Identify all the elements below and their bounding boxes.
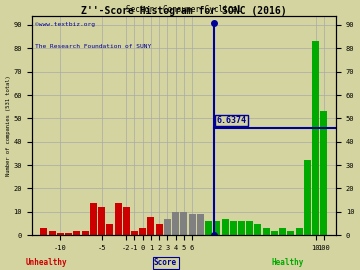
Text: Score: Score <box>154 258 177 267</box>
Y-axis label: Number of companies (531 total): Number of companies (531 total) <box>5 75 10 176</box>
Bar <box>180 212 188 235</box>
Bar <box>271 231 278 235</box>
Bar <box>65 233 72 235</box>
Bar <box>114 202 122 235</box>
Text: ©www.textbiz.org: ©www.textbiz.org <box>35 22 95 27</box>
Bar <box>82 231 89 235</box>
Text: The Research Foundation of SUNY: The Research Foundation of SUNY <box>35 44 151 49</box>
Bar <box>172 212 179 235</box>
Bar <box>312 41 319 235</box>
Bar <box>304 160 311 235</box>
Bar <box>123 207 130 235</box>
Bar <box>230 221 237 235</box>
Bar <box>73 231 80 235</box>
Bar <box>57 233 64 235</box>
Bar <box>49 231 56 235</box>
Bar <box>90 202 97 235</box>
Bar <box>255 224 261 235</box>
Bar <box>40 228 48 235</box>
Bar <box>238 221 245 235</box>
Bar <box>189 214 195 235</box>
Bar <box>296 228 303 235</box>
Bar <box>221 219 229 235</box>
Bar <box>279 228 286 235</box>
Bar <box>131 231 138 235</box>
Text: 6.6374: 6.6374 <box>216 116 246 125</box>
Bar <box>320 112 327 235</box>
Bar <box>156 224 163 235</box>
Text: Unhealthy: Unhealthy <box>26 258 68 267</box>
Bar <box>98 207 105 235</box>
Bar <box>139 228 146 235</box>
Bar <box>205 221 212 235</box>
Text: Sector: Consumer Cyclical: Sector: Consumer Cyclical <box>126 5 242 15</box>
Bar <box>164 219 171 235</box>
Bar <box>287 231 294 235</box>
Text: Healthy: Healthy <box>272 258 304 267</box>
Bar <box>197 214 204 235</box>
Title: Z''-Score Histogram for SONC (2016): Z''-Score Histogram for SONC (2016) <box>81 6 287 16</box>
Bar <box>106 224 113 235</box>
Bar <box>246 221 253 235</box>
Bar <box>148 217 154 235</box>
Bar <box>263 228 270 235</box>
Bar <box>213 221 220 235</box>
